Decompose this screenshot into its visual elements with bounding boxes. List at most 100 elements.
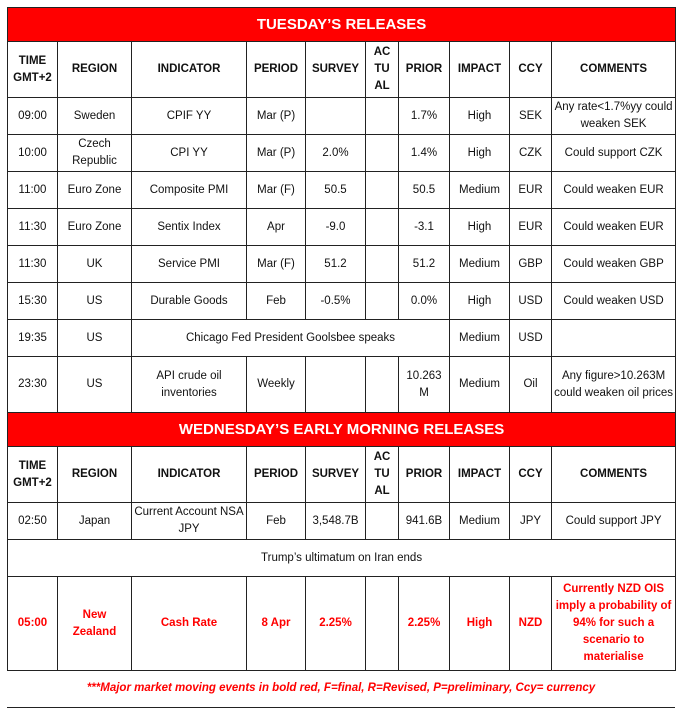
cell-region: UK <box>57 245 132 283</box>
cell-impact: Medium <box>449 502 510 540</box>
cell-note: Trump’s ultimatum on Iran ends <box>6 539 677 577</box>
cell-prior: 941.6B <box>398 502 450 540</box>
cell-prior: 1.7% <box>398 97 450 135</box>
table-row: 11:30 Euro Zone Sentix Index Apr -9.0 -3.1 Hig… <box>7 208 677 246</box>
cell-ccy: Oil <box>509 356 552 413</box>
releases-table: TUESDAY’S RELEASES TIME GMT+2 REGION INDICA… <box>6 7 677 671</box>
cell-actual <box>365 576 399 671</box>
column-header-time: TIME GMT+2 <box>7 41 58 98</box>
cell-period: Weekly <box>246 356 306 413</box>
table-row: 05:00 New Zealand Cash Rate 8 Apr 2.25% 2.25%… <box>7 576 677 671</box>
cell-actual <box>365 245 399 283</box>
cell-time: 11:30 <box>7 245 58 283</box>
cell-region: US <box>57 282 132 320</box>
cell-time: 11:30 <box>7 208 58 246</box>
cell-ccy: GBP <box>509 245 552 283</box>
cell-region: US <box>57 319 132 357</box>
cell-survey: 50.5 <box>305 171 366 209</box>
cell-region: Japan <box>57 502 132 540</box>
column-header-ccy: CCY <box>509 446 552 503</box>
cell-survey <box>305 356 366 413</box>
table-row: Trump’s ultimatum on Iran ends <box>6 539 677 577</box>
cell-event: Chicago Fed President Goolsbee speaks <box>131 319 450 357</box>
cell-survey: 3,548.7B <box>305 502 366 540</box>
cell-ccy: SEK <box>509 97 552 135</box>
cell-ccy: USD <box>509 282 552 320</box>
cell-indicator: Composite PMI <box>131 171 247 209</box>
cell-time: 11:00 <box>7 171 58 209</box>
column-header-actual: AC TU AL <box>365 41 399 98</box>
column-header-prior: PRIOR <box>398 446 450 503</box>
cell-time: 10:00 <box>7 134 58 172</box>
cell-actual <box>365 97 399 135</box>
cell-impact: Medium <box>449 171 510 209</box>
column-header-period: PERIOD <box>246 41 306 98</box>
cell-impact: High <box>449 97 510 135</box>
cell-indicator: CPI YY <box>131 134 247 172</box>
cell-prior: -3.1 <box>398 208 450 246</box>
table-row: 09:00 Sweden CPIF YY Mar (P) 1.7% High SEK Any … <box>7 97 677 135</box>
column-header-region: REGION <box>57 41 132 98</box>
cell-period: Mar (P) <box>246 134 306 172</box>
cell-time: 23:30 <box>7 356 58 413</box>
cell-prior: 2.25% <box>398 576 450 671</box>
cell-prior: 0.0% <box>398 282 450 320</box>
cell-period: Feb <box>246 502 306 540</box>
cell-comments: Any rate<1.7%yy could weaken SEK <box>550 97 677 135</box>
cell-indicator: CPIF YY <box>131 97 247 135</box>
column-header-impact: IMPACT <box>449 41 510 98</box>
column-header-actual: AC TU AL <box>365 446 399 503</box>
cell-actual <box>365 282 399 320</box>
divider <box>7 707 675 708</box>
cell-region: Euro Zone <box>57 208 132 246</box>
cell-survey: -9.0 <box>305 208 366 246</box>
column-header-period: PERIOD <box>246 446 306 503</box>
cell-time: 05:00 <box>7 576 58 671</box>
column-header-prior: PRIOR <box>398 41 450 98</box>
cell-comments: Currently NZD OIS imply a probability of… <box>550 576 677 671</box>
cell-survey: 2.0% <box>305 134 366 172</box>
cell-impact: High <box>449 208 510 246</box>
column-header-impact: IMPACT <box>449 446 510 503</box>
column-header-ccy: CCY <box>509 41 552 98</box>
cell-time: 19:35 <box>7 319 58 357</box>
table-row: 10:00 Czech Republic CPI YY Mar (P) 2.0% 1.4%… <box>7 134 677 172</box>
cell-comments: Could support JPY <box>550 502 677 540</box>
cell-survey: 2.25% <box>305 576 366 671</box>
cell-region: US <box>57 356 132 413</box>
column-header-survey: SURVEY <box>305 41 366 98</box>
column-header-region: REGION <box>57 446 132 503</box>
column-header-time: TIME GMT+2 <box>7 446 58 503</box>
cell-period: Apr <box>246 208 306 246</box>
cell-comments: Could weaken EUR <box>550 171 677 209</box>
cell-indicator: Service PMI <box>131 245 247 283</box>
cell-comments: Any figure>10.263M could weaken oil pric… <box>550 356 677 413</box>
cell-ccy: JPY <box>509 502 552 540</box>
cell-indicator: Cash Rate <box>131 576 247 671</box>
table-row: 15:30 US Durable Goods Feb -0.5% 0.0% High USD C… <box>7 282 677 320</box>
footnote: ***Major market moving events in bold re… <box>86 682 596 694</box>
cell-time: 09:00 <box>7 97 58 135</box>
cell-impact: Medium <box>449 245 510 283</box>
cell-period: Feb <box>246 282 306 320</box>
cell-time: 02:50 <box>7 502 58 540</box>
cell-ccy: USD <box>509 319 552 357</box>
cell-comments: Could weaken USD <box>550 282 677 320</box>
column-header-comments: COMMENTS <box>550 446 677 503</box>
table-row: 19:35 US Chicago Fed President Goolsbee sp… <box>7 319 677 357</box>
cell-actual <box>365 502 399 540</box>
table-row: 11:00 Euro Zone Composite PMI Mar (F) 50.5 50… <box>7 171 677 209</box>
cell-region: Sweden <box>57 97 132 135</box>
cell-time: 15:30 <box>7 282 58 320</box>
header-row: TIME GMT+2 REGION INDICATOR PERIOD SURVEY AC … <box>7 41 677 98</box>
cell-ccy: EUR <box>509 171 552 209</box>
column-header-survey: SURVEY <box>305 446 366 503</box>
cell-indicator: Durable Goods <box>131 282 247 320</box>
cell-actual <box>365 171 399 209</box>
header-row: TIME GMT+2 REGION INDICATOR PERIOD SURVEY AC … <box>7 446 677 503</box>
cell-indicator: Sentix Index <box>131 208 247 246</box>
cell-prior: 50.5 <box>398 171 450 209</box>
cell-prior: 1.4% <box>398 134 450 172</box>
cell-region: Czech Republic <box>57 134 132 172</box>
section-title-text: WEDNESDAY’S EARLY MORNING RELEASES <box>6 412 677 447</box>
